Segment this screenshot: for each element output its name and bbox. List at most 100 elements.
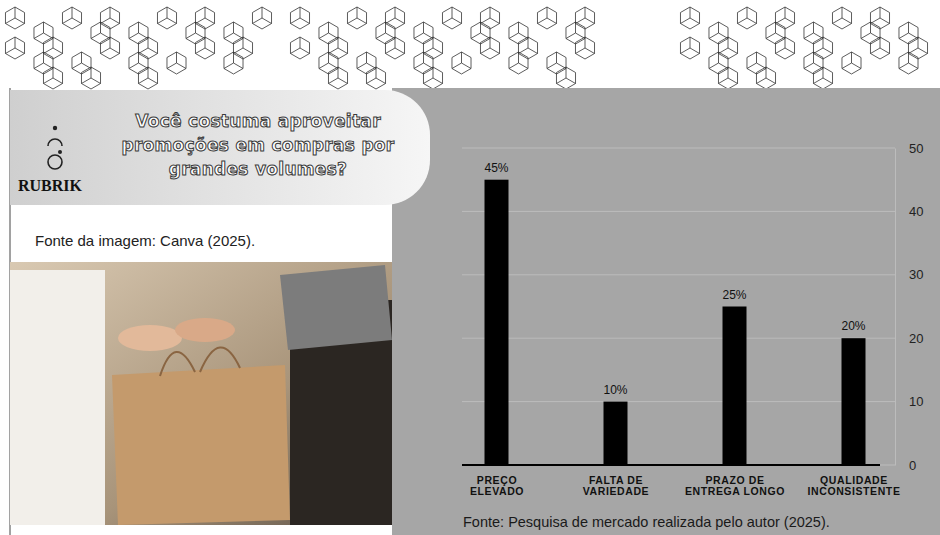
- cube: [842, 52, 861, 74]
- y-axis-line: [895, 149, 896, 466]
- y-tick-label: 50: [909, 141, 923, 156]
- cube: [537, 7, 556, 29]
- cube: [766, 22, 785, 44]
- cube: [556, 67, 575, 89]
- photo-bg: [10, 262, 392, 525]
- cube: [737, 7, 756, 29]
- source-note: Fonte: Pesquisa de mercado realizada pel…: [463, 514, 830, 530]
- title-pill: [10, 90, 430, 205]
- cube: [575, 7, 594, 29]
- cube: [509, 22, 528, 44]
- y-tick-label: 0: [909, 458, 916, 473]
- cube: [480, 7, 499, 29]
- y-tick: 0: [895, 458, 916, 473]
- x-tick-label: QUALIDADEINCONSISTENTE: [808, 474, 901, 497]
- data-label: 45%: [484, 161, 508, 175]
- cube: [72, 52, 91, 74]
- y-tick: 20: [895, 331, 923, 346]
- cube: [357, 52, 376, 74]
- data-label: 25%: [722, 288, 746, 302]
- cube: [423, 67, 442, 89]
- cube: [138, 67, 157, 89]
- y-tick: 50: [895, 141, 923, 156]
- cube: [414, 22, 433, 44]
- cube: [775, 37, 794, 59]
- cube: [376, 22, 395, 44]
- cube: [899, 22, 918, 44]
- cube: [157, 7, 176, 29]
- chart-title: Você costuma aproveitarpromoções em comp…: [121, 111, 394, 179]
- cube: [224, 52, 243, 74]
- tablet: [280, 265, 392, 350]
- cube: [290, 37, 309, 59]
- cube: [167, 52, 186, 74]
- x-tick: QUALIDADEINCONSISTENTE: [808, 465, 901, 497]
- cube: [480, 37, 499, 59]
- bar: [842, 338, 866, 465]
- cube: [718, 37, 737, 59]
- bar: [723, 307, 747, 466]
- cube: [452, 52, 471, 74]
- logo-ring: [48, 155, 62, 169]
- cube: [186, 22, 205, 44]
- logo: [48, 126, 62, 169]
- cube: [129, 52, 148, 74]
- brand: RUBRIK: [18, 177, 83, 194]
- x-tick: FALTA DEVARIEDADE: [583, 465, 649, 497]
- cube: [414, 52, 433, 74]
- cube: [43, 37, 62, 59]
- cube: [547, 52, 566, 74]
- grid-line: [462, 211, 895, 212]
- cube: [509, 52, 528, 74]
- top-pattern: [5, 7, 927, 89]
- y-tick-label: 40: [909, 204, 923, 219]
- cube: [442, 7, 461, 29]
- cube: [319, 52, 338, 74]
- cube: [62, 7, 81, 29]
- image-caption: Fonte da imagem: Canva (2025).: [35, 232, 255, 249]
- y-tick: 40: [895, 204, 923, 219]
- bag-handle: [160, 347, 240, 376]
- logo-dot: [58, 150, 62, 154]
- cube: [804, 52, 823, 74]
- grid-line: [462, 148, 895, 149]
- cube: [328, 37, 347, 59]
- bar: [604, 402, 628, 465]
- cube: [471, 22, 490, 44]
- cube: [813, 67, 832, 89]
- x-tick-label: FALTA DEVARIEDADE: [583, 474, 649, 497]
- x-tick: PREÇOELEVADO: [470, 465, 524, 497]
- cube: [34, 22, 53, 44]
- cube: [100, 37, 119, 59]
- cube: [129, 22, 148, 44]
- x-axis-line: [462, 464, 880, 466]
- cube: [680, 37, 699, 59]
- cube: [34, 52, 53, 74]
- data-label: 20%: [841, 319, 865, 333]
- cube: [100, 7, 119, 29]
- cube: [290, 7, 309, 29]
- cube: [518, 37, 537, 59]
- bag: [112, 365, 290, 525]
- y-tick: 30: [895, 267, 923, 282]
- data-labels: 45%10%25%20%: [484, 161, 865, 397]
- bar: [485, 180, 509, 465]
- grid-line: [462, 465, 895, 466]
- annotations: Fonte: Pesquisa de mercado realizada pel…: [463, 514, 830, 530]
- grid-line: [462, 401, 895, 402]
- grid-line: [462, 338, 895, 339]
- cube: [870, 37, 889, 59]
- logo-dot: [53, 126, 57, 130]
- cube: [899, 52, 918, 74]
- x-axis: PREÇOELEVADO FALTA DEVARIEDADE PRAZO DEENT…: [462, 465, 900, 497]
- cube: [43, 67, 62, 89]
- cube: [832, 7, 851, 29]
- cube: [81, 67, 100, 89]
- logo-arc: [48, 139, 62, 146]
- cube: [366, 67, 385, 89]
- x-tick-label: PRAZO DEENTREGA LONGO: [685, 474, 785, 497]
- cube: [347, 7, 366, 29]
- cube: [804, 22, 823, 44]
- cube: [870, 7, 889, 29]
- x-tick-label: PREÇOELEVADO: [470, 474, 524, 497]
